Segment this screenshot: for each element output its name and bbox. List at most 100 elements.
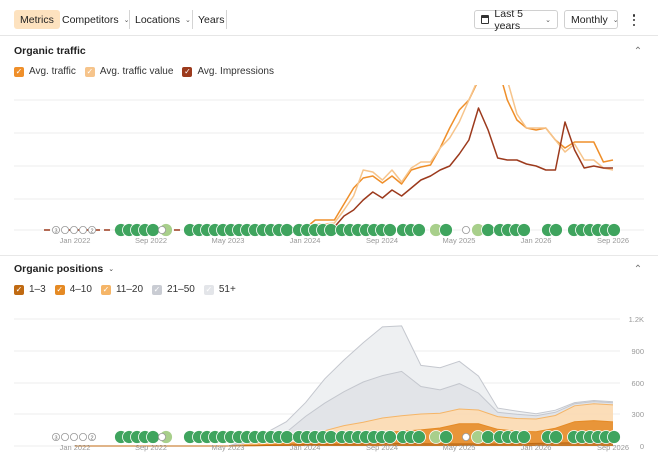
update-marker-small[interactable] xyxy=(61,225,70,234)
x-tick-label: Jan 2024 xyxy=(290,443,321,452)
x-tick-label: May 2023 xyxy=(212,236,245,245)
update-marker-small[interactable] xyxy=(61,432,70,441)
update-marker[interactable] xyxy=(439,223,453,237)
update-marker[interactable] xyxy=(549,430,563,444)
x-tick-label: Sep 2024 xyxy=(366,236,398,245)
update-marker-small[interactable] xyxy=(70,432,79,441)
y-tick-label: 300 xyxy=(631,410,644,419)
tab-locations[interactable]: Locations ⌄ xyxy=(135,13,191,26)
update-marker[interactable] xyxy=(481,223,495,237)
legend-pos-4-10[interactable]: ✓ 4–10 xyxy=(54,284,92,295)
update-marker-small[interactable] xyxy=(461,225,470,234)
update-marker-small[interactable] xyxy=(52,225,61,234)
legend-pos-51-plus[interactable]: ✓ 51+ xyxy=(203,284,236,295)
traffic-legend: ✓ Avg. traffic ✓ Avg. traffic value ✓ Avg. … xyxy=(14,66,283,77)
divider xyxy=(226,10,227,29)
tab-competitors[interactable]: Competitors ⌄ xyxy=(62,13,130,26)
y-tick-label: 600 xyxy=(631,379,644,388)
organic-positions-chart: 3 2 Jan 2022 Sep 2022 May 2023 Jan 2024 Sep 2… xyxy=(14,315,644,452)
update-marker[interactable] xyxy=(146,223,160,237)
update-marker[interactable] xyxy=(517,430,531,444)
kebab-menu-icon[interactable] xyxy=(628,12,640,28)
marker-count: 3 xyxy=(54,435,57,441)
update-marker[interactable] xyxy=(607,223,621,237)
update-marker[interactable] xyxy=(481,430,495,444)
legend-avg-traffic[interactable]: ✓ Avg. traffic xyxy=(14,66,76,77)
update-marker[interactable] xyxy=(280,223,294,237)
update-marker[interactable] xyxy=(439,430,453,444)
update-marker-small[interactable] xyxy=(79,225,88,234)
section-divider xyxy=(0,255,658,256)
checkbox-icon: ✓ xyxy=(14,284,24,295)
tab-years[interactable]: Years xyxy=(198,13,225,26)
checkbox-icon: ✓ xyxy=(203,284,214,295)
chevron-up-icon[interactable]: ⌃ xyxy=(633,263,643,275)
tab-metrics[interactable]: Metrics xyxy=(14,10,60,29)
y-tick-label: 1.2K xyxy=(629,315,644,324)
checkbox-icon: ✓ xyxy=(14,66,24,77)
x-tick-label: Jan 2026 xyxy=(521,236,552,245)
update-marker[interactable] xyxy=(412,223,426,237)
x-tick-label: May 2023 xyxy=(212,443,245,452)
checkbox-icon: ✓ xyxy=(152,284,163,295)
x-tick-label: Jan 2024 xyxy=(290,236,321,245)
legend-pos-21-50[interactable]: ✓ 21–50 xyxy=(152,284,195,295)
update-marker-small[interactable] xyxy=(52,432,61,441)
update-marker[interactable] xyxy=(412,430,426,444)
x-tick-label: May 2025 xyxy=(443,443,476,452)
chevron-down-icon: ⌄ xyxy=(184,16,191,24)
interval-dropdown[interactable]: Monthly ⌄ xyxy=(564,10,619,29)
date-range-dropdown[interactable]: Last 5 years ⌄ xyxy=(474,8,558,32)
marker-count: 3 xyxy=(54,228,57,234)
checkbox-icon: ✓ xyxy=(182,66,193,77)
divider xyxy=(129,10,130,29)
update-marker[interactable] xyxy=(146,430,160,444)
update-marker[interactable] xyxy=(383,430,397,444)
organic-traffic-title: Organic traffic xyxy=(14,45,86,57)
organic-traffic-chart: 3 2 Jan 2022 Sep 2022 May 2023 Jan 2024 Sep 2… xyxy=(14,85,644,245)
y-tick-label: 0 xyxy=(640,442,644,451)
update-marker-small[interactable] xyxy=(157,432,166,441)
area-layer-5 xyxy=(75,325,613,446)
update-marker-small[interactable] xyxy=(70,225,79,234)
update-marker[interactable] xyxy=(517,223,531,237)
chevron-down-icon: ⌄ xyxy=(123,16,130,24)
chevron-down-icon: ⌄ xyxy=(108,266,115,273)
positions-legend: ✓ 1–3 ✓ 4–10 ✓ 11–20 ✓ 21–50 ✓ 51+ xyxy=(14,284,245,295)
chevron-up-icon[interactable]: ⌃ xyxy=(633,45,643,57)
update-marker[interactable] xyxy=(383,223,397,237)
marker-count: 2 xyxy=(90,228,93,234)
checkbox-icon: ✓ xyxy=(84,66,95,77)
chevron-down-icon: ⌄ xyxy=(545,16,551,24)
x-tick-label: Jan 2026 xyxy=(521,443,552,452)
update-marker-small[interactable] xyxy=(461,432,470,441)
legend-pos-11-20[interactable]: ✓ 11–20 xyxy=(100,284,144,295)
divider xyxy=(192,10,193,29)
update-marker[interactable] xyxy=(549,223,563,237)
x-tick-label: Sep 2026 xyxy=(597,236,629,245)
toolbar: Metrics Competitors ⌄ Locations ⌄ Years La… xyxy=(0,0,658,36)
x-tick-label: Sep 2022 xyxy=(135,443,167,452)
organic-positions-title[interactable]: Organic positions ⌄ xyxy=(14,263,115,275)
series-line-3 xyxy=(305,107,613,231)
update-marker[interactable] xyxy=(607,430,621,444)
series-line-1 xyxy=(305,85,614,229)
calendar-icon xyxy=(481,15,490,24)
update-marker-small[interactable] xyxy=(79,432,88,441)
x-tick-label: Jan 2022 xyxy=(60,443,91,452)
update-marker[interactable] xyxy=(280,430,294,444)
chevron-down-icon: ⌄ xyxy=(612,16,619,24)
x-tick-label: Jan 2022 xyxy=(60,236,91,245)
x-tick-label: May 2025 xyxy=(443,236,476,245)
area-layer-3 xyxy=(75,403,613,446)
area-layer-4 xyxy=(75,371,613,446)
update-marker-small[interactable] xyxy=(157,225,166,234)
y-tick-label: 900 xyxy=(631,347,644,356)
legend-avg-traffic-value[interactable]: ✓ Avg. traffic value xyxy=(84,66,174,77)
update-marker-small[interactable] xyxy=(88,432,97,441)
update-marker-small[interactable] xyxy=(88,225,97,234)
x-tick-label: Sep 2026 xyxy=(597,443,629,452)
legend-avg-impressions[interactable]: ✓ Avg. Impressions xyxy=(182,66,274,77)
legend-pos-1-3[interactable]: ✓ 1–3 xyxy=(14,284,46,295)
series-line-2 xyxy=(305,85,614,229)
